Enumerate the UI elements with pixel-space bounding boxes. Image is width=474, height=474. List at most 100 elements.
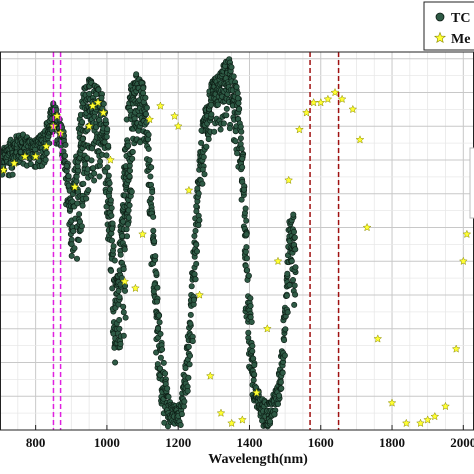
tc-point xyxy=(105,172,112,179)
tc-point xyxy=(142,94,149,101)
tc-point xyxy=(116,325,123,332)
me-point xyxy=(195,290,205,299)
tc-point xyxy=(104,164,111,171)
tc-point xyxy=(159,346,166,353)
tc-point xyxy=(115,287,122,294)
tc-point xyxy=(154,298,161,305)
tc-point xyxy=(106,180,113,187)
me-point xyxy=(252,388,262,397)
tc-point xyxy=(43,150,50,157)
legend-label-me: Me xyxy=(451,32,470,47)
tc-point xyxy=(191,271,198,278)
tc-point xyxy=(157,354,164,361)
tc-point xyxy=(160,359,167,366)
tc-point xyxy=(157,365,164,372)
tc-point xyxy=(82,161,89,168)
tc-point xyxy=(126,202,133,209)
tc-point xyxy=(145,145,152,152)
tc-point xyxy=(137,139,144,146)
tc-point xyxy=(111,257,118,264)
me-point xyxy=(41,141,51,151)
tc-point xyxy=(109,220,116,227)
tc-point xyxy=(153,270,160,277)
me-point xyxy=(184,185,194,195)
tc-point xyxy=(208,111,215,118)
tc-point xyxy=(146,157,153,164)
me-point xyxy=(387,398,397,407)
tc-point xyxy=(274,400,281,407)
tc-point xyxy=(125,142,132,149)
legend-marker-me xyxy=(434,31,446,44)
tc-point xyxy=(103,152,110,159)
tc-point xyxy=(143,111,150,118)
me-point xyxy=(98,108,108,117)
tc-point xyxy=(95,86,102,93)
tc-point xyxy=(187,320,194,327)
tc-point xyxy=(128,188,135,195)
tc-point xyxy=(194,248,201,255)
tc-point xyxy=(112,359,119,366)
tc-point xyxy=(150,227,157,234)
tc-point xyxy=(200,154,207,161)
tc-point xyxy=(177,421,184,428)
tc-point xyxy=(247,302,254,309)
tc-point xyxy=(193,260,200,267)
me-point xyxy=(20,151,30,161)
tc-point xyxy=(133,71,140,78)
tc-point xyxy=(192,276,199,283)
me-point xyxy=(323,94,333,104)
tc-point xyxy=(86,90,93,97)
tc-point xyxy=(196,217,203,224)
tc-point xyxy=(100,100,107,107)
tc-point xyxy=(122,287,129,294)
x-tick-label: 1200 xyxy=(165,435,191,450)
tc-point xyxy=(79,202,86,209)
tc-point xyxy=(178,411,185,418)
tc-point xyxy=(63,162,70,169)
me-point xyxy=(205,371,215,380)
tc-point xyxy=(245,329,252,336)
legend: TC Me xyxy=(423,1,474,51)
tc-point xyxy=(242,205,249,212)
tc-point xyxy=(80,180,87,187)
tc-point xyxy=(185,374,192,381)
tc-point xyxy=(106,186,113,193)
tc-point xyxy=(223,105,230,112)
me-point xyxy=(106,155,115,164)
tc-point xyxy=(97,158,104,165)
tc-point xyxy=(88,157,95,164)
tc-point xyxy=(126,173,133,180)
tc-point xyxy=(117,251,124,258)
tc-point xyxy=(108,212,115,219)
tc-point xyxy=(223,112,230,119)
tc-point xyxy=(162,370,169,377)
x-axis-ticks: 800 1000 1200 1400 1600 1800 2000 xyxy=(26,425,474,450)
tc-point xyxy=(277,379,284,386)
tc-point xyxy=(244,267,251,274)
tc-point xyxy=(70,228,77,235)
tc-point xyxy=(155,325,162,332)
tc-point xyxy=(201,171,208,178)
tc-point xyxy=(161,419,168,426)
tc-point xyxy=(83,195,90,202)
tc-point xyxy=(85,187,92,194)
me-point xyxy=(70,182,80,191)
me-point xyxy=(156,101,165,110)
tc-point xyxy=(211,128,218,135)
legend-marker-tc xyxy=(435,12,445,22)
tc-point xyxy=(164,385,171,392)
me-point xyxy=(88,101,98,110)
tc-point xyxy=(91,177,98,184)
me-point xyxy=(273,256,283,266)
tc-point xyxy=(181,398,188,405)
tc-point xyxy=(116,316,123,323)
tc-point xyxy=(151,238,158,245)
tc-point xyxy=(187,352,194,359)
tc-point xyxy=(62,152,69,159)
tc-point xyxy=(237,123,244,130)
tc-point xyxy=(120,309,127,316)
tc-point xyxy=(143,104,150,111)
legend-box xyxy=(423,1,474,51)
tc-point xyxy=(9,171,16,178)
tc-point xyxy=(74,255,81,262)
